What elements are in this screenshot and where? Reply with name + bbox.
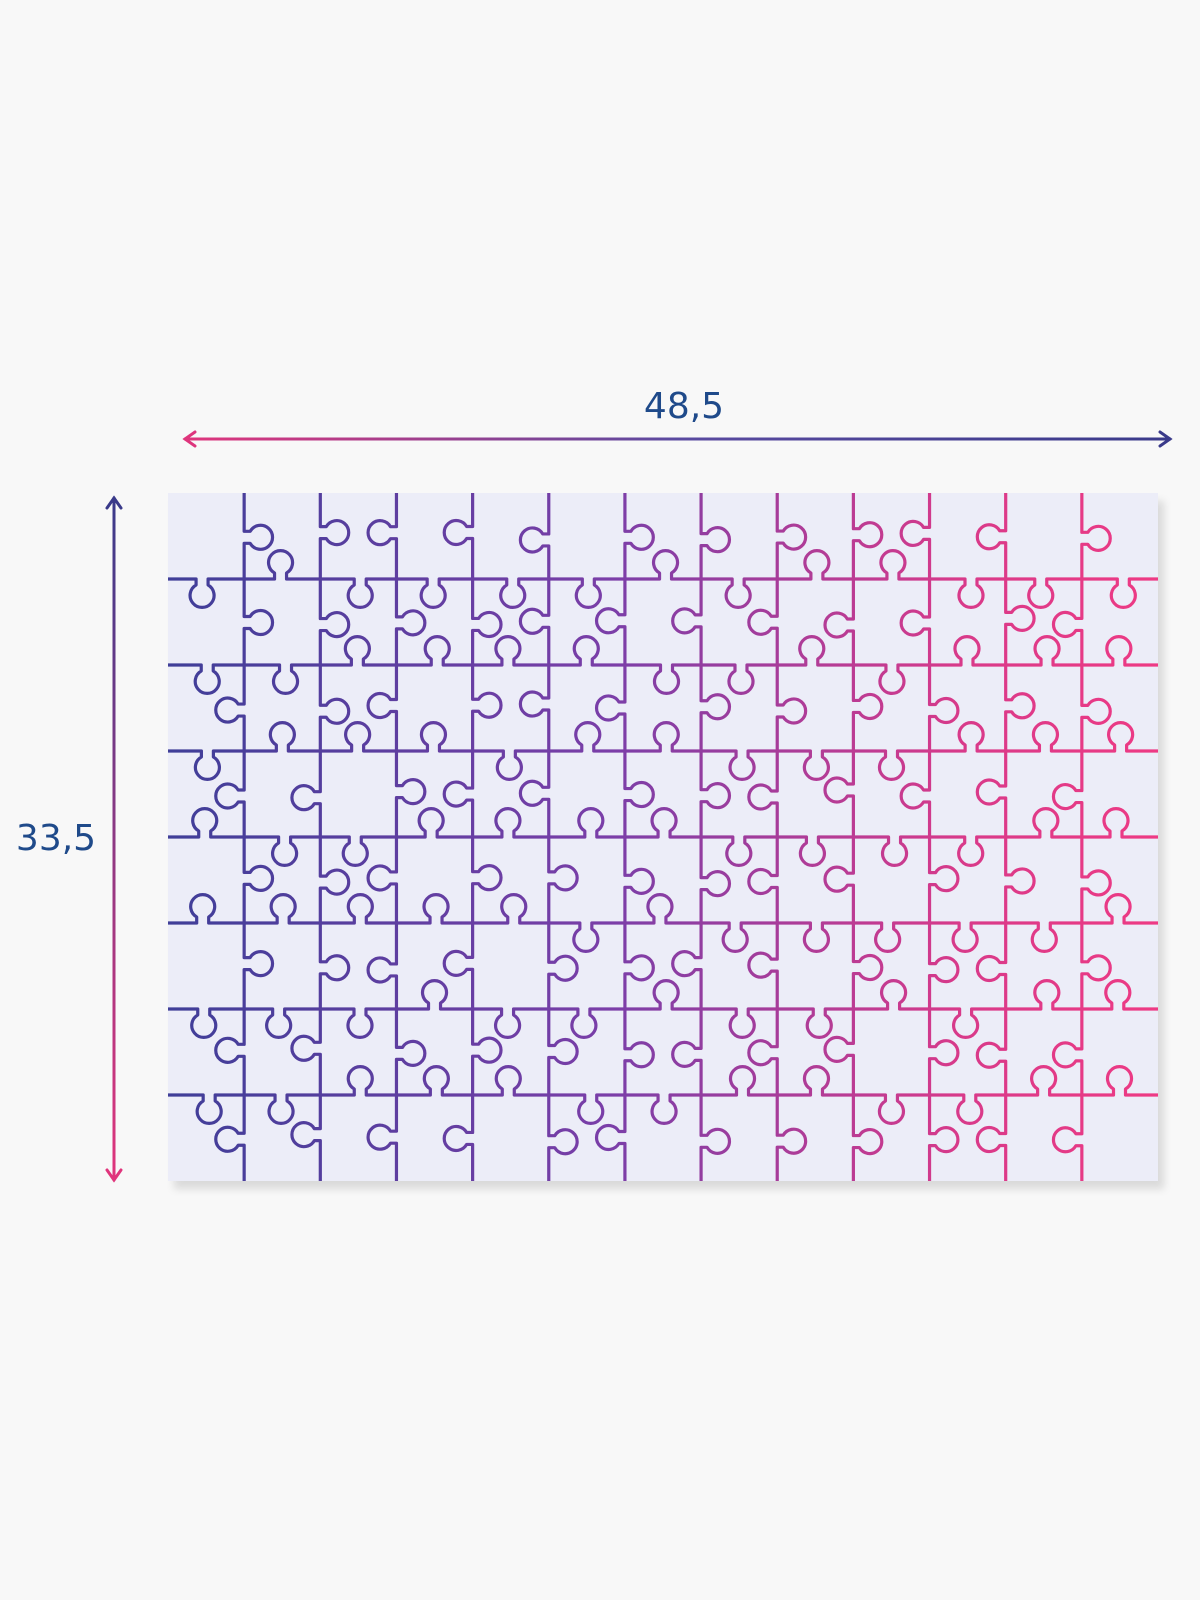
vertical-cut (366, 493, 427, 1181)
vertical-cut (594, 493, 655, 1181)
horizontal-cut (168, 721, 1158, 781)
vertical-cut (290, 493, 351, 1181)
width-label: 48,5 (644, 386, 724, 427)
height-arrow (105, 495, 123, 1183)
horizontal-cut (168, 549, 1158, 609)
vertical-cut (518, 493, 579, 1181)
vertical-cut (823, 493, 884, 1181)
horizontal-cut (168, 807, 1158, 867)
puzzle-cuts (168, 493, 1158, 1181)
vertical-cut (899, 493, 960, 1181)
vertical-cut (214, 493, 275, 1181)
vertical-cut (1051, 493, 1112, 1181)
horizontal-cut (168, 893, 1158, 953)
vertical-cut (442, 493, 503, 1181)
horizontal-cut (168, 1065, 1158, 1125)
horizontal-cut (168, 635, 1158, 695)
vertical-cut (671, 493, 732, 1181)
horizontal-cut (168, 979, 1158, 1039)
width-arrow (182, 430, 1173, 448)
height-label: 33,5 (16, 818, 96, 859)
vertical-cut (747, 493, 808, 1181)
vertical-cut (975, 493, 1036, 1181)
